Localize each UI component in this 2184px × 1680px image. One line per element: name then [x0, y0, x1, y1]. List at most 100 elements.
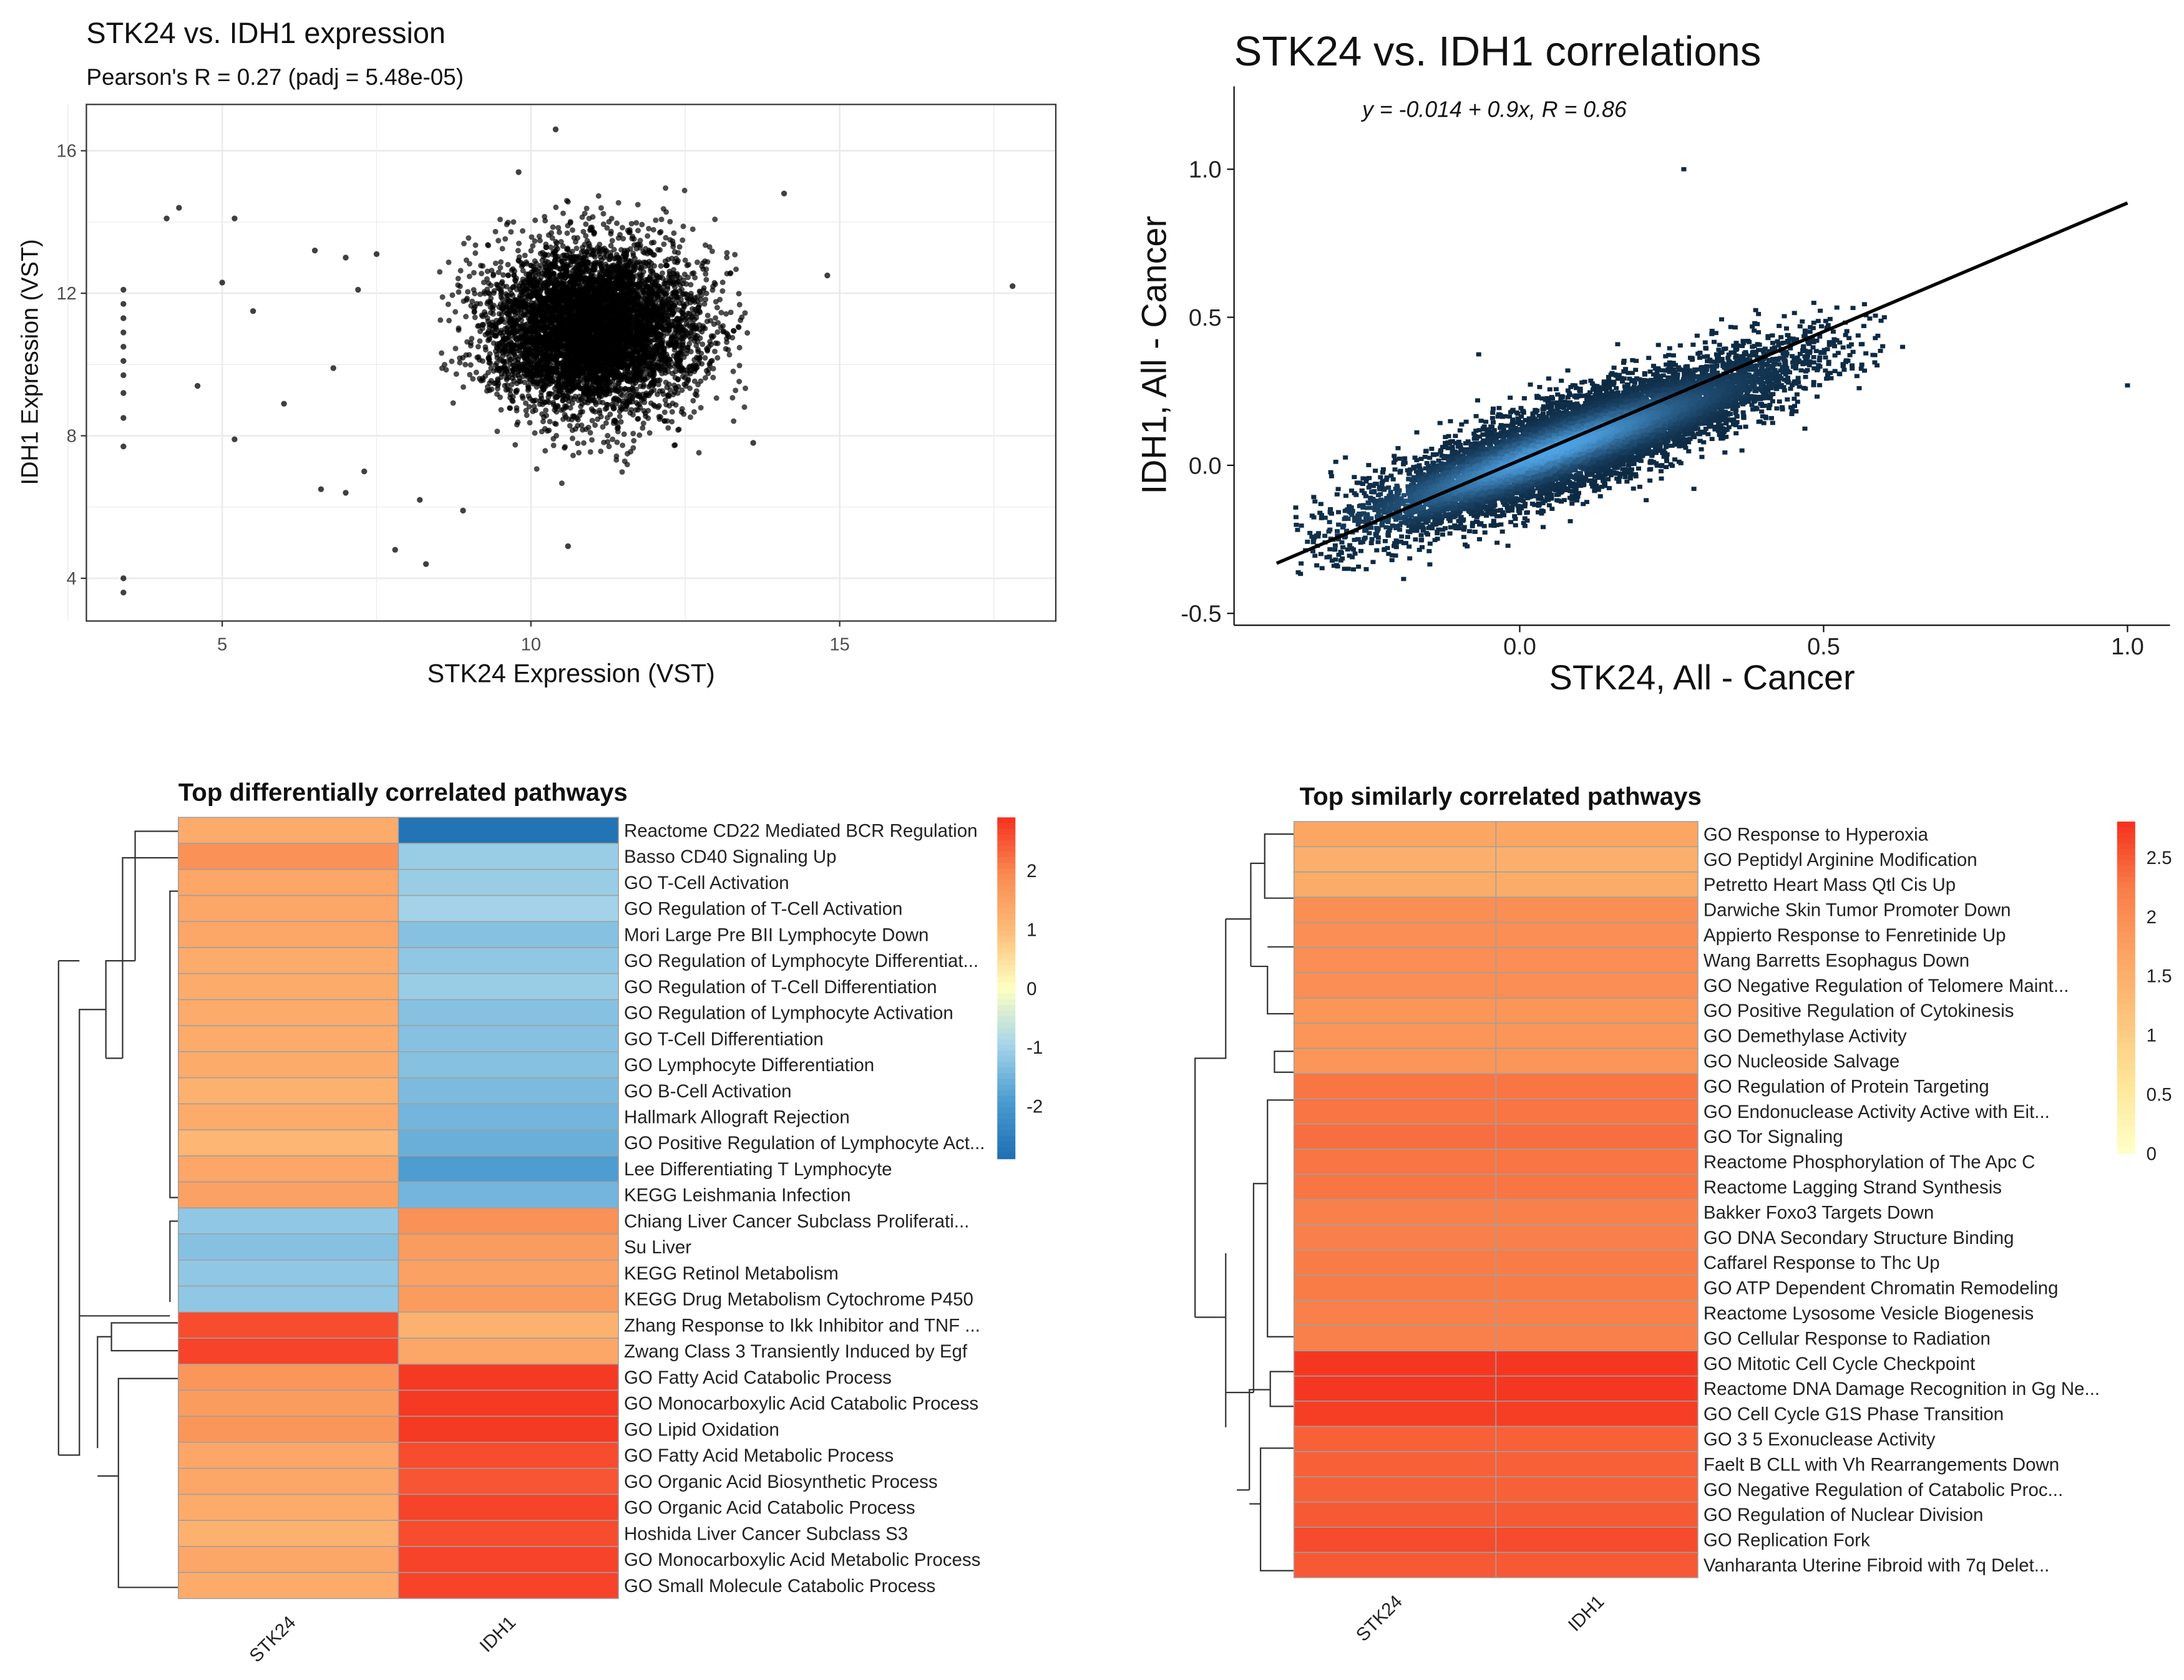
scatter-point	[494, 428, 500, 434]
scatter-point	[543, 407, 549, 414]
scatter-point	[504, 375, 510, 381]
scatter-point	[688, 281, 694, 288]
scatter-point	[681, 411, 687, 417]
scatter-point	[667, 237, 673, 243]
scatter-point	[719, 279, 726, 286]
scatter-point	[529, 336, 535, 342]
scatter-point	[523, 400, 529, 406]
scatter-point	[467, 372, 473, 377]
scatter-point	[564, 230, 570, 236]
scatter-point	[744, 330, 751, 336]
scatter-point	[651, 356, 657, 362]
scatter-point	[736, 362, 743, 369]
scatter-point	[567, 218, 573, 225]
scatter-point	[525, 346, 531, 352]
scatter-point	[499, 246, 505, 252]
scatter-point	[505, 261, 511, 268]
scatter-point	[542, 213, 548, 220]
scatter-point	[650, 226, 656, 233]
chart-subtitle: Pearson's R = 0.27 (padj = 5.48e-05)	[86, 64, 464, 90]
scatter-point	[571, 235, 577, 241]
scatter-point	[475, 344, 481, 350]
scatter-point	[592, 265, 598, 271]
scatter-point	[558, 239, 564, 245]
scatter-point	[539, 429, 545, 435]
scatter-point	[715, 320, 721, 326]
scatter-point	[522, 252, 528, 258]
scatter-point	[723, 346, 729, 352]
scatter-point	[437, 317, 444, 323]
scatter-point	[704, 259, 711, 265]
scatter-point	[640, 420, 646, 427]
scatter-point	[498, 259, 504, 265]
scatter-point	[583, 426, 589, 432]
scatter-point	[693, 314, 700, 321]
scatter-point	[736, 344, 743, 351]
scatter-point	[598, 448, 604, 454]
scatter-point	[439, 350, 445, 356]
scatter-point	[743, 385, 748, 391]
scatter-point	[487, 380, 493, 386]
scatter-point	[437, 269, 443, 275]
scatter-point	[688, 349, 694, 355]
scatter-point	[532, 356, 538, 362]
scatter-point	[646, 226, 652, 231]
scatter-point	[741, 404, 748, 410]
scatter-point	[690, 226, 696, 232]
scatter-point	[608, 228, 614, 235]
scatter-point	[696, 450, 702, 456]
scatter-point	[497, 394, 503, 401]
scatter-point	[553, 204, 559, 210]
scatter-point	[615, 235, 622, 241]
scatter-point	[587, 430, 593, 436]
scatter-point	[531, 404, 537, 410]
scatter-point	[479, 271, 485, 276]
scatter-point	[595, 193, 602, 199]
scatter-point	[635, 416, 641, 422]
scatter-point	[560, 210, 566, 216]
scatter-point	[589, 437, 595, 443]
scatter-point	[639, 221, 645, 228]
scatter-point	[592, 422, 598, 428]
scatter-point	[663, 185, 669, 191]
scatter-point	[656, 414, 662, 420]
scatter-point	[635, 202, 641, 208]
scatter-point	[736, 379, 743, 385]
scatter-point	[665, 425, 671, 431]
scatter-point	[624, 450, 630, 457]
scatter-point	[630, 445, 636, 451]
scatter-point	[618, 419, 624, 425]
scatter-point	[485, 242, 491, 248]
scatter-point	[630, 381, 636, 387]
scatter-point	[560, 397, 566, 404]
scatter-point	[472, 291, 478, 297]
scatter-point	[499, 280, 505, 286]
scatter-point	[655, 404, 661, 410]
scatter-point	[567, 405, 573, 411]
scatter-point	[513, 389, 519, 396]
scatter-point	[536, 233, 542, 240]
scatter-point	[507, 405, 514, 411]
scatter-point	[509, 344, 515, 350]
scatter-point	[709, 248, 715, 255]
scatter-point	[479, 312, 485, 318]
scatter-point	[688, 314, 695, 321]
scatter-point	[452, 346, 459, 352]
scatter-point	[563, 198, 570, 204]
scatter-point	[723, 311, 729, 317]
scatter-point	[463, 314, 469, 319]
scatter-point	[519, 342, 525, 349]
scatter-point	[614, 220, 620, 226]
scatter-point	[671, 309, 677, 315]
scatter-point	[462, 361, 469, 367]
scatter-point	[598, 205, 604, 211]
scatter-point	[680, 374, 686, 380]
scatter-point	[679, 405, 685, 412]
scatter-point	[522, 379, 528, 386]
scatter-point	[492, 228, 499, 235]
scatter-point	[576, 253, 582, 260]
scatter-point	[570, 227, 575, 233]
scatter-point	[496, 311, 502, 317]
scatter-point	[477, 291, 483, 298]
